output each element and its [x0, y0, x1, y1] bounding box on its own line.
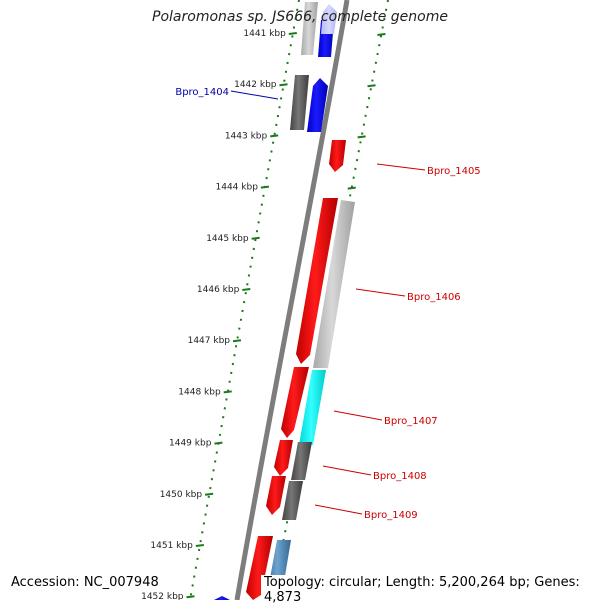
gene-feature-blue-bottom [214, 596, 230, 600]
gene-feature-cyan-1407 [299, 370, 326, 445]
gene-feature-grey-top [301, 2, 318, 55]
gene-feature-dark-1409 [282, 481, 303, 520]
gene-feature-red-1409 [266, 476, 286, 515]
gene-feature-red-1407 [281, 367, 309, 438]
tick-mark-left [186, 595, 195, 599]
tick-label: 1443 kbp [225, 131, 268, 141]
genome-backbone-line [234, 0, 350, 600]
tick-label: 1448 kbp [178, 387, 221, 397]
gene-feature-red-1406 [296, 198, 338, 364]
tick-mark-left [251, 236, 260, 240]
tick-mark-right [377, 33, 386, 36]
tick-label: 1445 kbp [206, 234, 249, 244]
tick-labels: 1441 kbp 1442 kbp 1443 kbp 1444 kbp 1445 kbp… [141, 29, 286, 600]
tick-mark-left [242, 288, 251, 291]
genome-summary-text: Topology: circular; Length: 5,200,264 bp… [261, 575, 600, 605]
gene-feature-grey-1406 [313, 200, 355, 368]
leader-bpro-1406 [355, 288, 406, 297]
tick-label: 1441 kbp [243, 29, 286, 39]
tick-mark-left [195, 544, 204, 547]
gene-label-bpro-1407[interactable]: Bpro_1407 [384, 416, 438, 427]
leader-bpro-1405 [376, 163, 426, 171]
gene-feature-paleblue-top [321, 4, 337, 34]
tick-mark-left [270, 134, 279, 138]
tick-label: 1449 kbp [169, 439, 212, 449]
gene-label-leaders [230, 90, 426, 515]
gene-feature-red-bottom [246, 536, 273, 600]
tick-label: 1452 kbp [141, 592, 184, 600]
leader-bpro-1407 [333, 410, 383, 421]
tick-mark-left [223, 390, 232, 394]
gene-label-bpro-1409[interactable]: Bpro_1409 [364, 510, 418, 521]
tick-label: 1444 kbp [216, 183, 259, 193]
tick-mark-right [367, 84, 376, 88]
gene-feature-blue-1404 [307, 78, 328, 132]
tick-mark-left [204, 492, 214, 496]
map-title: Polaromonas sp. JS666, complete genome [152, 9, 448, 25]
gene-labels: Bpro_1404 Bpro_1405 Bpro_1406 Bpro_1407 … [175, 87, 480, 521]
gene-label-bpro-1405[interactable]: Bpro_1405 [427, 166, 481, 177]
tick-mark-left [232, 339, 242, 343]
accession-text: Accession: NC_007948 [9, 575, 161, 590]
tick-mark-right [357, 135, 366, 139]
tick-mark-left [288, 32, 297, 35]
tick-mark-left [279, 83, 288, 87]
gene-label-bpro-1408[interactable]: Bpro_1408 [373, 471, 427, 482]
tick-mark-left [214, 441, 223, 445]
gene-label-bpro-1406[interactable]: Bpro_1406 [407, 292, 461, 303]
tick-mark-left [260, 185, 270, 189]
gene-feature-red-1408 [274, 440, 293, 476]
gene-label-bpro-1404[interactable]: Bpro_1404 [175, 87, 229, 98]
tick-mark-right [347, 186, 356, 190]
tick-label: 1446 kbp [197, 285, 240, 295]
leader-bpro-1409 [314, 504, 363, 515]
gene-feature-dark-1408 [291, 442, 312, 480]
leader-bpro-1408 [322, 465, 372, 476]
leader-bpro-1404 [230, 90, 279, 100]
gene-feature-dark-1404a [290, 75, 309, 130]
tick-label: 1442 kbp [234, 80, 277, 90]
tick-label: 1450 kbp [160, 490, 203, 500]
tick-label: 1451 kbp [150, 541, 193, 551]
tick-label: 1447 kbp [188, 336, 231, 346]
gene-feature-red-1405 [329, 140, 346, 172]
